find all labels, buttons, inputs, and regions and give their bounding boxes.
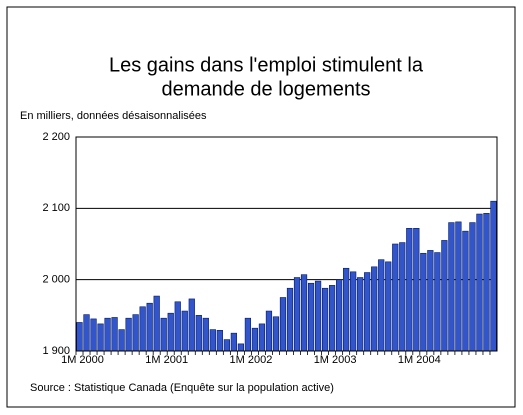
bar (357, 277, 364, 352)
bar (202, 317, 209, 352)
y-tick-label: 2 000 (42, 274, 70, 286)
x-tick-label: 1M 2003 (314, 354, 357, 366)
bar (307, 282, 315, 352)
chart-title: Les gains dans l'emploi stimulent la (109, 54, 424, 76)
bar (272, 316, 280, 352)
y-tick-label: 2 100 (42, 202, 70, 214)
bar (385, 261, 392, 352)
bar (118, 329, 125, 352)
bar (195, 315, 202, 352)
bar (406, 228, 413, 352)
bar (455, 221, 462, 352)
subtitle: En milliers, données désaisonnalisées (20, 110, 207, 122)
bar (448, 222, 455, 352)
bar (427, 250, 434, 352)
y-tick-label: 2 200 (42, 131, 70, 143)
bar (371, 266, 378, 352)
bar (230, 332, 237, 352)
bar (441, 240, 448, 352)
bar (343, 267, 350, 352)
bar (104, 317, 111, 352)
bar (364, 272, 371, 352)
bar (483, 213, 490, 352)
bar (413, 228, 420, 352)
bar (378, 259, 385, 352)
bar (434, 252, 441, 352)
bar (76, 322, 83, 352)
bar (462, 230, 469, 352)
bar (139, 306, 146, 352)
bar (258, 323, 266, 352)
bar (314, 280, 322, 352)
bar (336, 279, 343, 352)
bar (132, 314, 139, 352)
x-tick-label: 1M 2002 (230, 354, 273, 366)
x-tick-label: 1M 2001 (145, 354, 188, 366)
x-tick-label: 1M 2000 (61, 354, 104, 366)
bar (153, 295, 160, 352)
bar (469, 222, 476, 352)
bar (97, 323, 104, 352)
x-tick-label: 1M 2004 (398, 354, 441, 366)
bar (399, 242, 406, 352)
bar (209, 329, 216, 352)
bar (237, 343, 244, 352)
bar (83, 314, 90, 352)
bar (350, 271, 357, 352)
bar (174, 301, 181, 352)
plot-border (75, 136, 498, 352)
bar (476, 213, 483, 352)
bar (244, 317, 252, 352)
bar (146, 302, 153, 352)
bar (392, 243, 399, 352)
bar (160, 317, 167, 352)
bar (251, 327, 259, 352)
source: Source : Statistique Canada (Enquête sur… (30, 382, 334, 394)
y-tick-label: 1 900 (42, 345, 70, 357)
bar (490, 200, 497, 352)
bar (167, 312, 174, 352)
bar (90, 318, 97, 352)
bar (329, 285, 336, 352)
bar (181, 310, 188, 352)
bar (125, 317, 132, 352)
bar (321, 287, 329, 352)
bar (265, 310, 273, 352)
bar (216, 330, 223, 352)
bar (111, 317, 118, 352)
bar (420, 252, 427, 352)
bar (223, 339, 230, 352)
bar (279, 297, 287, 352)
chart-title: demande de logements (161, 78, 370, 100)
bar (188, 298, 195, 352)
bar (286, 287, 294, 352)
bar (293, 277, 301, 352)
bar (300, 274, 308, 352)
